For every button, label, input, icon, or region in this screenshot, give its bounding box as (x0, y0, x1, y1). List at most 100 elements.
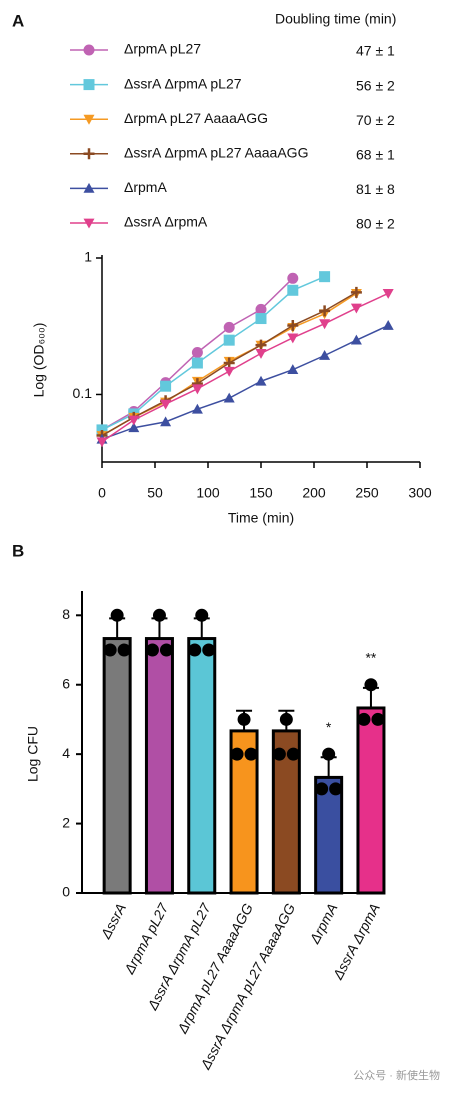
y-axis-title: Log (OD₆₀₀) (31, 323, 47, 398)
doubling-time: 56 ± 2 (356, 77, 395, 93)
x-tick-label: 300 (408, 485, 432, 501)
bar (144, 637, 174, 895)
data-point (223, 334, 235, 346)
legend-header: Doubling time (min) (275, 11, 396, 27)
series-line (101, 292, 389, 443)
data-point (237, 712, 251, 726)
legend-marker (83, 182, 95, 193)
legend-label: ΔrpmA pL27 AaaaAGG (124, 110, 268, 126)
data-point (319, 349, 331, 360)
data-point (159, 643, 173, 657)
data-point (223, 321, 235, 333)
data-point (315, 782, 329, 796)
data-point (223, 392, 235, 403)
panel-label: A (12, 11, 24, 30)
data-point (329, 782, 343, 796)
data-point (191, 384, 203, 395)
significance: ** (365, 649, 376, 665)
legend-marker (83, 148, 95, 160)
data-point (160, 416, 172, 427)
y-tick-label: 8 (62, 606, 70, 622)
data-point (364, 678, 378, 692)
data-point (382, 320, 394, 330)
data-point (371, 712, 385, 726)
data-point (255, 339, 267, 351)
legend-marker (83, 114, 95, 125)
y-tick-label: 0.1 (73, 385, 93, 401)
legend-label: ΔssrA ΔrpmA pL27 (124, 75, 242, 91)
data-point (188, 643, 202, 657)
data-point (382, 289, 394, 299)
data-point (117, 643, 131, 657)
data-point (319, 305, 331, 317)
data-point (255, 303, 267, 315)
doubling-time: 70 ± 2 (356, 112, 395, 128)
legend-label: ΔssrA ΔrpmA (124, 214, 208, 230)
data-point (286, 747, 300, 761)
x-tick-label: ΔssrA (97, 901, 129, 942)
data-point (287, 333, 299, 344)
data-point (287, 320, 299, 332)
legend-marker (83, 218, 95, 229)
data-point (202, 643, 216, 657)
legend-marker (83, 44, 95, 56)
data-point (191, 357, 203, 369)
data-point (287, 284, 299, 296)
doubling-time: 80 ± 2 (356, 216, 395, 232)
data-point (128, 415, 140, 426)
data-point (145, 643, 159, 657)
data-point (152, 608, 166, 622)
data-point (191, 347, 203, 359)
x-tick-label: 200 (302, 485, 326, 501)
data-point (255, 348, 267, 359)
legend-label: ΔrpmA (124, 179, 167, 195)
data-point (357, 712, 371, 726)
doubling-time: 68 ± 1 (356, 147, 395, 163)
y-tick-label: 1 (84, 249, 92, 265)
doubling-time: 81 ± 8 (356, 181, 395, 197)
data-point (287, 364, 299, 375)
x-tick-label: 250 (355, 485, 379, 501)
data-point (279, 712, 293, 726)
data-point (191, 403, 203, 414)
x-tick-label: 0 (98, 485, 106, 501)
data-point (103, 643, 117, 657)
data-point (287, 272, 299, 284)
data-point (255, 375, 267, 386)
data-point (110, 608, 124, 622)
data-point (195, 608, 209, 622)
data-point (319, 271, 331, 283)
legend-marker (83, 79, 95, 91)
x-tick-label: 100 (196, 485, 220, 501)
data-point (96, 424, 108, 436)
x-tick-label: 50 (147, 485, 163, 501)
bar (356, 706, 386, 895)
panel-label: B (12, 541, 24, 560)
data-point (272, 747, 286, 761)
data-point (319, 319, 331, 330)
bar (102, 637, 132, 895)
y-tick-label: 2 (62, 814, 70, 830)
data-point (160, 399, 172, 410)
data-point (244, 747, 258, 761)
data-point (350, 303, 362, 314)
data-point (223, 357, 235, 369)
legend-label: ΔssrA ΔrpmA pL27 AaaaAGG (124, 145, 308, 161)
x-axis-title: Time (min) (228, 510, 294, 526)
data-point (350, 334, 362, 345)
data-point (160, 380, 172, 392)
y-axis-title: Log CFU (25, 726, 41, 782)
data-point (96, 437, 108, 448)
data-point (255, 313, 267, 325)
data-point (128, 422, 140, 433)
data-point (322, 747, 336, 761)
x-tick-label: ΔrpmA (306, 901, 341, 947)
watermark: 公众号 · 新使生物 (353, 1068, 440, 1082)
data-point (350, 286, 362, 298)
x-tick-label: ΔrpmA pL27 AaaaAGG (174, 901, 257, 1037)
y-tick-label: 0 (62, 884, 70, 900)
bar (187, 637, 217, 895)
series-line (101, 324, 389, 440)
y-tick-label: 6 (62, 675, 70, 691)
